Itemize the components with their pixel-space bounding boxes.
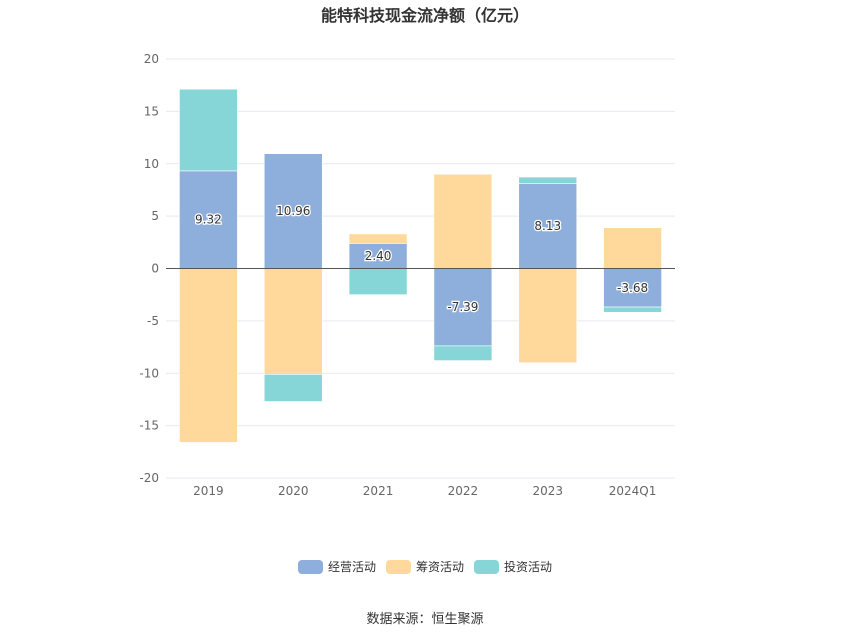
- bar-筹资活动-2023: [518, 268, 578, 364]
- bars: [179, 88, 662, 443]
- legend-label: 筹资活动: [415, 560, 464, 574]
- x-tick-label: 2021: [363, 484, 394, 498]
- x-tick-label: 2022: [448, 484, 479, 498]
- legend-item[interactable]: 投资活动: [474, 558, 552, 575]
- x-tick-label: 2024Q1: [609, 484, 657, 498]
- data-labels: 9.32 10.96 2.40 -7.39 8.13 -3.68: [194, 203, 650, 316]
- y-tick-label: -15: [139, 419, 159, 433]
- data-label: 2.40: [365, 249, 392, 263]
- x-tick-label: 2020: [278, 484, 309, 498]
- y-axis-ticks: 20 15 10 5 0 -5 -10 -15 -20: [139, 52, 159, 485]
- bar-筹资活动-2022: [433, 173, 493, 269]
- legend-label: 经营活动: [327, 560, 376, 574]
- legend-swatch: [385, 559, 411, 574]
- bar-经营活动-2024Q1: [603, 268, 662, 308]
- y-tick-label: 0: [151, 262, 159, 276]
- y-tick-label: -20: [139, 471, 159, 485]
- bar-投资活动-2022: [433, 345, 493, 361]
- legend-item[interactable]: 经营活动: [297, 558, 376, 575]
- bar-经营活动-2020: [263, 153, 323, 269]
- bar-筹资活动-2024Q1: [603, 227, 662, 269]
- bar-经营活动-2023: [518, 183, 578, 269]
- data-label: -7.39: [447, 300, 478, 314]
- x-tick-label: 2019: [193, 484, 224, 498]
- legend-label: 投资活动: [504, 560, 553, 574]
- bar-经营活动-2021: [348, 243, 408, 269]
- y-tick-label: -5: [147, 314, 159, 328]
- bar-投资活动-2021: [348, 268, 408, 295]
- bar-筹资活动-2019: [179, 268, 238, 443]
- legend: 经营活动 筹资活动 投资活动: [0, 558, 850, 577]
- x-axis-ticks: 2019 2020 2021 2022 2023 2024Q1: [193, 484, 656, 498]
- legend-swatch: [474, 559, 499, 574]
- y-tick-label: 20: [144, 52, 159, 66]
- gridlines: [166, 58, 675, 479]
- y-tick-label: 15: [144, 104, 159, 118]
- legend-item[interactable]: 筹资活动: [385, 558, 464, 575]
- bar-投资活动-2024Q1: [603, 306, 662, 313]
- data-label: -3.68: [617, 281, 648, 295]
- data-label: 10.96: [276, 204, 310, 218]
- bar-筹资活动-2020: [263, 268, 323, 375]
- x-tick-label: 2023: [532, 484, 563, 498]
- y-tick-label: -10: [139, 366, 159, 380]
- data-label: 8.13: [534, 219, 561, 233]
- y-tick-label: 10: [144, 157, 159, 171]
- bar-经营活动-2022: [433, 268, 493, 347]
- bar-投资活动-2020: [263, 373, 323, 402]
- y-tick-label: 5: [151, 209, 159, 223]
- legend-swatch: [297, 559, 323, 574]
- bar-筹资活动-2021: [348, 233, 408, 244]
- data-label: 9.32: [195, 213, 222, 227]
- bar-投资活动-2023: [518, 176, 578, 184]
- chart-title: 能特科技现金流净额（亿元）: [320, 6, 529, 25]
- bar-投资活动-2019: [179, 88, 238, 172]
- source-note: 数据来源：恒生聚源: [366, 612, 484, 627]
